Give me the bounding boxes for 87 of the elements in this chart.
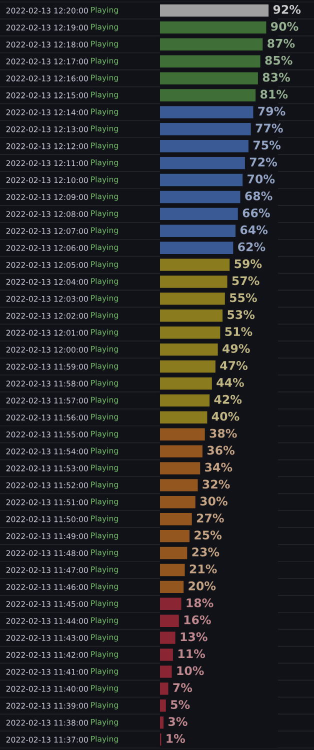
data-label: 53% [228,310,255,320]
data-label: 16% [184,615,211,624]
bar [160,21,266,34]
data-label: 55% [230,293,257,302]
data-label: 30% [200,496,228,506]
bar [160,700,166,712]
bar [160,666,172,678]
bar [160,89,256,102]
bar [160,140,248,152]
data-label: 18% [186,598,214,608]
bar [160,360,216,373]
data-label: 75% [253,140,281,150]
bar [160,174,243,186]
bar [160,462,200,474]
bar [160,156,245,170]
bar [160,38,263,50]
data-label: 64% [240,225,268,234]
bar [160,292,225,305]
data-label: 92% [273,4,301,14]
data-label: 87% [268,38,295,48]
bar [160,208,238,220]
bar [160,445,202,458]
bar [160,72,258,84]
bar [160,190,240,204]
data-label: 59% [234,259,262,268]
bar [160,598,182,610]
bar [160,326,220,339]
data-label: 36% [207,446,235,455]
data-label: 90% [270,22,298,31]
data-label: 85% [265,56,292,65]
data-label: 38% [210,428,237,438]
data-label: 23% [192,548,220,556]
bar [160,258,230,271]
bar [160,242,234,254]
bar [160,276,228,288]
bar [160,224,236,237]
data-label: 81% [260,90,288,99]
data-label: 47% [220,361,248,370]
bar [160,343,218,356]
bar [160,580,184,594]
data-label: 40% [212,412,240,421]
data-label: 79% [258,106,286,116]
data-label: 72% [250,158,278,166]
data-label: 20% [188,581,216,590]
bar [160,106,254,118]
data-label: 57% [232,276,260,286]
data-label: 32% [202,480,230,489]
bar [160,513,192,526]
bar [160,682,168,695]
data-label: 70% [248,174,275,184]
bar [160,716,164,729]
bar [160,479,198,492]
bar [160,310,223,322]
data-label: 27% [196,514,224,523]
data-label: 77% [256,124,283,133]
data-label: 11% [178,649,206,658]
data-label: 34% [205,462,232,472]
bar [160,55,260,68]
data-label: 13% [180,632,208,642]
data-label: 5% [170,700,190,710]
bar [160,530,190,542]
data-label: 66% [242,208,270,218]
data-label: 42% [214,394,242,404]
data-label: 3% [168,717,188,726]
data-label: 49% [222,344,250,353]
data-label: 25% [194,530,222,540]
bar [160,428,205,440]
data-label: 62% [238,242,266,252]
data-label: 7% [173,683,192,692]
data-label: 44% [216,378,244,387]
bar [160,546,188,560]
data-label: 1% [166,734,186,743]
data-label: 83% [262,72,290,82]
data-label: 10% [177,666,204,676]
bar [160,614,179,627]
bar [160,632,176,644]
bar [160,123,251,136]
data-label: 68% [245,191,272,200]
bar [160,4,269,17]
bar [160,496,196,508]
data-label: 51% [225,327,252,336]
bar [160,411,208,424]
bar [160,564,185,576]
bar [160,648,173,661]
bar [160,377,212,390]
data-label: 21% [190,564,217,574]
bar [160,394,210,407]
